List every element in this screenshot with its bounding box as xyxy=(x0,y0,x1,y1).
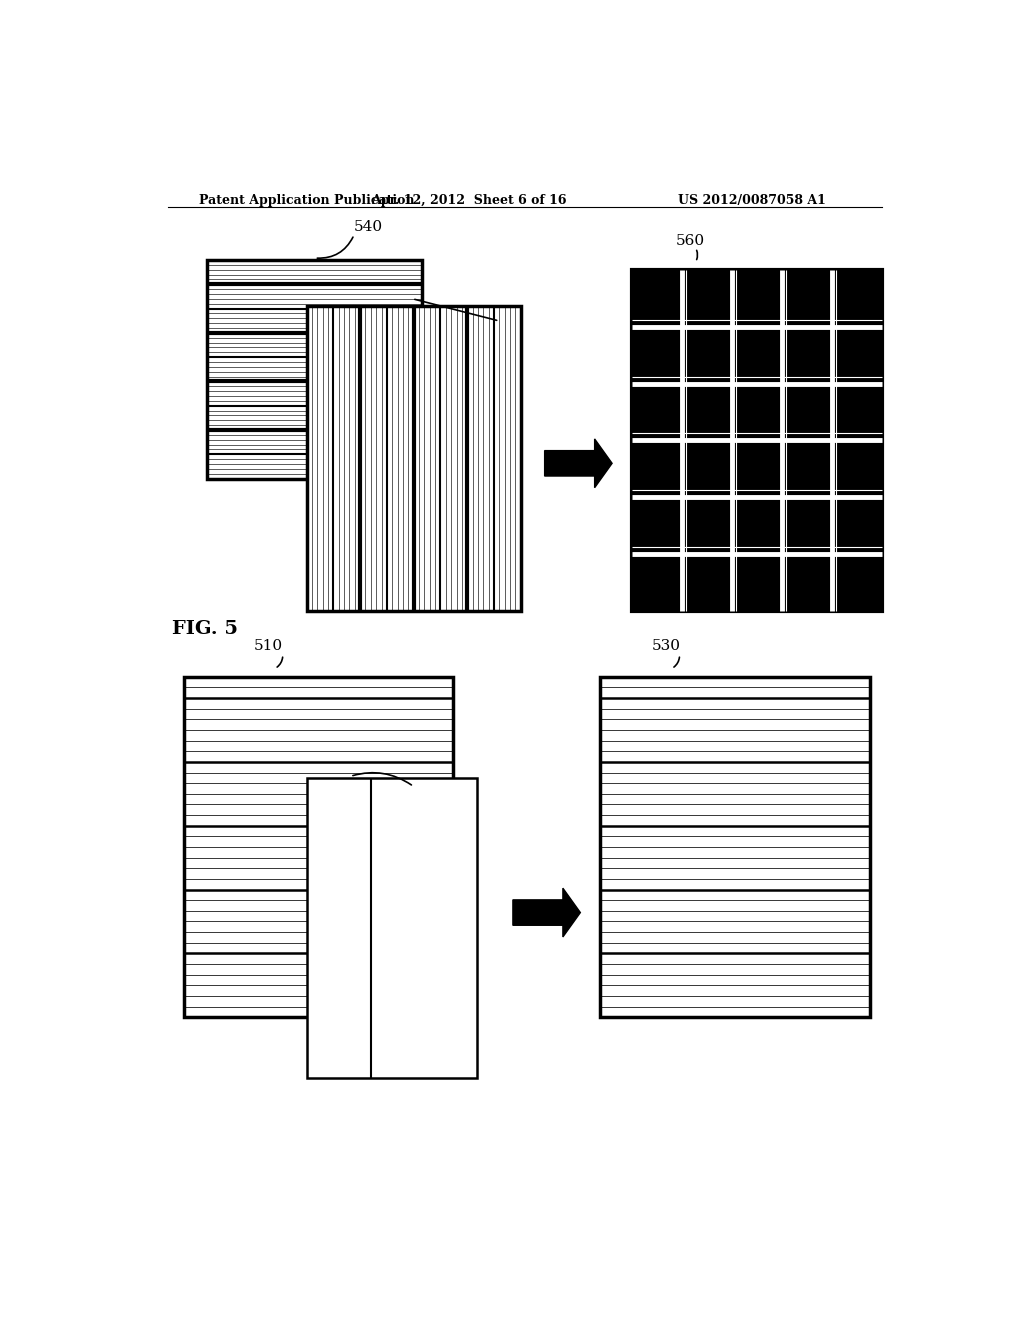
Bar xyxy=(600,677,870,1018)
Text: 560: 560 xyxy=(676,234,705,248)
FancyArrow shape xyxy=(545,440,612,487)
Text: 530: 530 xyxy=(652,639,681,653)
Bar xyxy=(632,271,882,611)
Text: 540: 540 xyxy=(354,219,383,234)
Text: 550: 550 xyxy=(501,326,515,355)
Bar xyxy=(306,306,521,611)
Bar xyxy=(183,677,454,1018)
Text: US 2012/0087058 A1: US 2012/0087058 A1 xyxy=(679,194,826,207)
Text: Patent Application Publication: Patent Application Publication xyxy=(200,194,415,207)
Text: 520: 520 xyxy=(416,791,429,820)
Text: FIG. 5: FIG. 5 xyxy=(172,620,238,638)
Text: Apr. 12, 2012  Sheet 6 of 16: Apr. 12, 2012 Sheet 6 of 16 xyxy=(372,194,567,207)
Bar xyxy=(306,779,477,1078)
FancyArrow shape xyxy=(513,888,581,937)
Text: 510: 510 xyxy=(253,639,283,653)
Bar xyxy=(207,260,422,479)
